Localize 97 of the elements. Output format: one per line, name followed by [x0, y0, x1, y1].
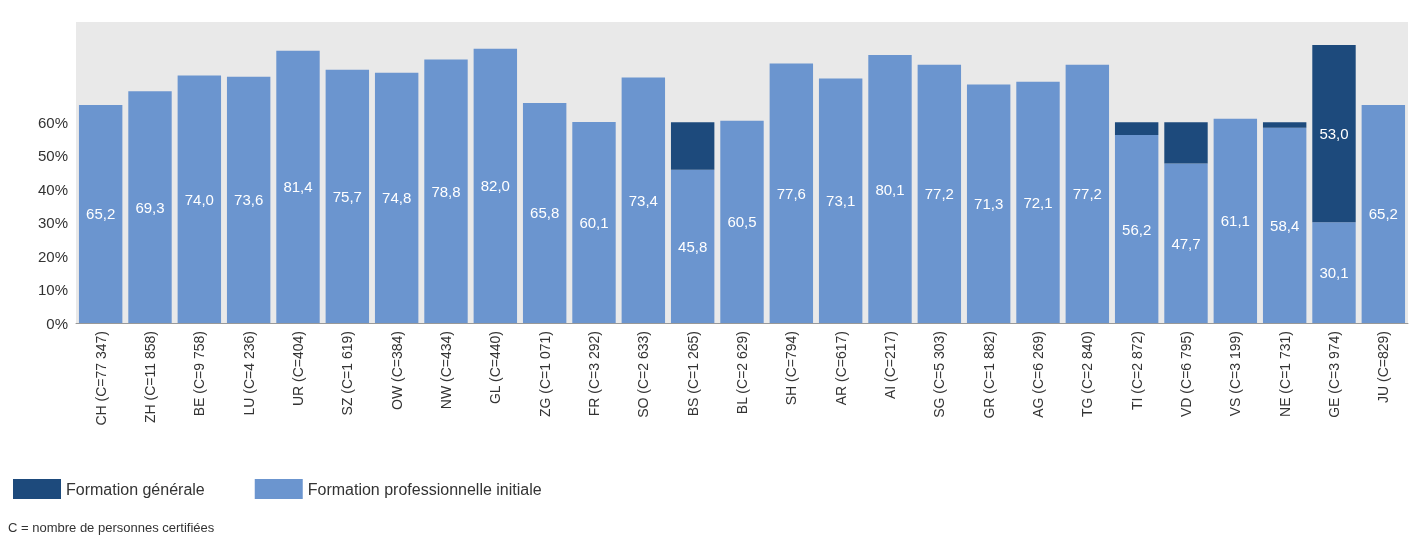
data-label: 73,4	[628, 191, 658, 209]
data-label: 69,3	[135, 198, 165, 216]
bar	[226, 76, 271, 323]
data-label: 65,2	[86, 205, 116, 223]
bar	[325, 69, 370, 323]
x-tick-label: LU (C=4 236)	[240, 331, 257, 416]
bar	[621, 77, 666, 323]
bar	[1312, 45, 1356, 223]
data-label: 74,8	[382, 189, 412, 207]
data-label: 75,7	[332, 187, 362, 205]
bar	[1361, 104, 1406, 323]
bar	[177, 75, 222, 323]
x-tick-label: JU (C=829)	[1375, 331, 1392, 403]
y-tick-label: 60%	[37, 113, 68, 131]
bar	[1262, 127, 1307, 323]
legend-label: Formation professionnelle initiale	[307, 480, 542, 498]
x-tick-label: TG (C=2 840)	[1079, 331, 1096, 417]
bar	[1213, 118, 1258, 323]
x-tick-label: GL (C=440)	[487, 331, 504, 405]
x-tick-label: TI (C=2 872)	[1128, 331, 1145, 410]
x-tick-label: SH (C=794)	[783, 331, 800, 406]
data-label: 53,0	[1319, 125, 1349, 143]
bar	[128, 91, 172, 323]
data-label: 71,3	[974, 195, 1004, 213]
bar	[1164, 163, 1208, 323]
y-tick-label: 10%	[37, 281, 68, 299]
x-tick-label: AI (C=217)	[882, 331, 898, 400]
data-label: 56,2	[1122, 220, 1152, 238]
y-tick-label: 20%	[37, 247, 68, 265]
x-tick-label: SO (C=2 633)	[635, 331, 652, 418]
text: C = nombre de personnes certifiées	[8, 520, 215, 535]
bar	[276, 50, 320, 323]
y-tick-label: 30%	[37, 214, 68, 232]
data-label: 78,8	[431, 182, 461, 200]
data-label: 80,1	[875, 180, 905, 198]
x-tick-label: GR (C=1 882)	[980, 331, 997, 419]
bar	[1065, 64, 1110, 323]
bar	[670, 122, 715, 170]
bar	[1114, 122, 1159, 136]
bar	[720, 120, 764, 323]
y-tick-label: 40%	[37, 180, 68, 198]
data-label: 60,1	[579, 214, 609, 231]
x-tick-label: VD (C=6 795)	[1178, 331, 1194, 417]
bar	[572, 122, 616, 323]
x-tick-label: ZH (C=11 858)	[142, 331, 158, 423]
data-label: 81,4	[283, 178, 313, 196]
bar	[473, 48, 518, 323]
bar	[1312, 222, 1356, 323]
bar	[1262, 122, 1307, 128]
data-label: 61,1	[1220, 212, 1250, 230]
x-tick-label: OW (C=384)	[388, 331, 405, 410]
bar	[818, 78, 863, 323]
bar	[1164, 122, 1208, 164]
bar	[1114, 135, 1159, 323]
x-tick-label: NE (C=1 731)	[1276, 331, 1293, 417]
legend-label: Formation générale	[66, 480, 205, 498]
data-label: 77,6	[776, 184, 806, 202]
x-tick-label: BE (C=9 758)	[191, 331, 208, 417]
bar	[769, 63, 814, 323]
bar	[78, 104, 123, 323]
data-label: 77,2	[1072, 185, 1102, 203]
bar	[670, 169, 715, 323]
data-label: 74,0	[184, 190, 214, 208]
bar	[1016, 81, 1060, 323]
x-tick-label: BS (C=1 265)	[684, 331, 701, 417]
bar	[966, 84, 1011, 323]
y-tick-label: 0%	[46, 314, 68, 332]
data-label: 82,0	[480, 177, 510, 195]
data-label: 30,1	[1319, 264, 1349, 282]
x-tick-label: AG (C=6 269)	[1030, 331, 1046, 418]
bar	[424, 59, 468, 323]
data-label: 65,8	[530, 204, 560, 222]
x-tick-label: CH (C=77 347)	[92, 331, 109, 426]
data-label: 72,1	[1023, 193, 1053, 211]
x-tick-label: GE (C=3 974)	[1326, 331, 1342, 418]
bar	[522, 102, 567, 323]
x-tick-label: FR (C=3 292)	[586, 331, 602, 417]
data-label: 65,2	[1368, 205, 1398, 223]
data-label: 60,5	[727, 213, 757, 231]
x-tick-label: ZG (C=1 071)	[536, 331, 553, 417]
bar	[868, 55, 912, 323]
data-label: 47,7	[1171, 234, 1201, 252]
data-label: 58,4	[1270, 216, 1300, 234]
x-tick-label: UR (C=404)	[290, 331, 306, 407]
data-label: 73,1	[826, 192, 856, 210]
bar	[374, 72, 419, 323]
bar	[917, 64, 962, 323]
x-tick-label: SZ (C=1 619)	[339, 331, 356, 416]
x-tick-label: VS (C=3 199)	[1227, 331, 1244, 417]
data-label: 77,2	[924, 185, 954, 203]
x-tick-label: SG (C=5 303)	[931, 331, 948, 418]
x-tick-label: NW (C=434)	[438, 331, 454, 410]
data-label: 73,6	[234, 191, 264, 209]
x-tick-label: AR (C=617)	[832, 331, 849, 406]
data-label: 45,8	[678, 237, 708, 255]
x-tick-label: BL (C=2 629)	[734, 331, 750, 415]
y-tick-label: 50%	[37, 147, 68, 165]
